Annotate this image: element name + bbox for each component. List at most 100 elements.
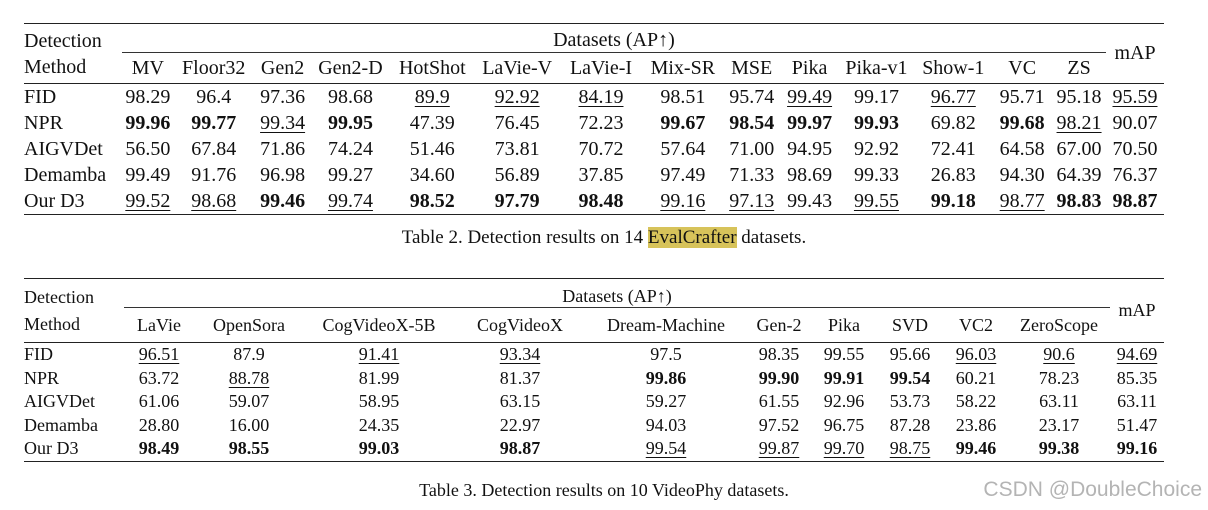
method-cell: FID	[24, 83, 122, 110]
value-cell: 94.69	[1110, 342, 1164, 367]
value-cell: 98.51	[642, 83, 723, 110]
value-cell: 72.41	[914, 136, 992, 162]
value-text: 63.15	[499, 391, 541, 412]
value-text: 67.84	[191, 137, 237, 160]
table-row: NPR 63.72 88.78 81.99 81.37 99.86 99.90 99.91 99…	[24, 367, 1164, 391]
value-text: 98.49	[138, 438, 180, 459]
column-header: Pika	[812, 307, 876, 343]
value-cell: 98.29	[121, 83, 174, 110]
value-cell: 98.48	[559, 188, 643, 215]
value-cell: 99.93	[839, 110, 915, 136]
value-cell: 67.84	[174, 136, 254, 162]
value-text: 98.68	[191, 189, 237, 212]
value-text: 34.60	[409, 163, 455, 186]
value-cell: 99.34	[254, 110, 312, 136]
value-text: 99.38	[1038, 438, 1080, 459]
value-cell: 37.85	[559, 162, 643, 188]
value-cell: 98.75	[876, 437, 944, 462]
caption-text: Table 2. Detection results on 14	[401, 227, 648, 248]
value-cell: 95.66	[876, 342, 944, 367]
value-text: 93.34	[499, 344, 541, 365]
column-header: LaVie-V	[475, 52, 560, 84]
value-text: 63.72	[138, 367, 180, 388]
value-text: 90.6	[1043, 344, 1075, 365]
value-cell: 98.87	[1106, 188, 1164, 215]
value-text: 56.89	[494, 163, 540, 186]
value-text: 99.77	[191, 111, 237, 134]
value-cell: 98.68	[173, 188, 254, 215]
value-text: 92.92	[494, 85, 540, 108]
value-text: 87.9	[233, 344, 265, 365]
column-header: LaVie	[124, 307, 194, 343]
table-row: Demamba 99.49 91.76 96.98 99.27 34.60 56.89 37.…	[24, 162, 1164, 188]
value-cell: 71.86	[254, 136, 312, 162]
value-cell: 98.83	[1052, 188, 1106, 215]
value-cell: 99.16	[642, 188, 723, 215]
value-text: 98.83	[1056, 189, 1102, 212]
value-cell: 94.03	[586, 414, 746, 438]
datasets-group-header: Datasets (AP↑)	[124, 278, 1110, 308]
value-cell: 97.49	[643, 162, 723, 188]
value-text: 99.17	[853, 85, 899, 108]
value-cell: 95.18	[1052, 83, 1106, 110]
method-header: Method	[24, 314, 80, 335]
value-cell: 97.52	[746, 414, 812, 438]
watermark: CSDN @DoubleChoice	[983, 478, 1202, 501]
value-cell: 64.39	[1052, 162, 1106, 188]
value-text: 97.13	[729, 189, 775, 212]
value-cell: 58.95	[304, 390, 454, 414]
value-cell: 99.43	[780, 188, 839, 215]
value-cell: 90.07	[1106, 110, 1164, 136]
method-cell: Demamba	[24, 163, 107, 186]
value-cell: 99.03	[304, 437, 454, 462]
column-header: Pika	[780, 52, 839, 84]
column-header: Dream-Machine	[586, 307, 746, 343]
value-text: 61.55	[758, 391, 800, 412]
column-header: LaVie-I	[559, 52, 643, 84]
value-text: 90.07	[1112, 111, 1158, 134]
value-cell: 73.81	[475, 136, 559, 162]
value-text: 95.18	[1056, 85, 1102, 108]
value-text: 85.35	[1116, 367, 1158, 388]
column-header: CogVideoX	[454, 307, 586, 343]
value-text: 81.37	[499, 367, 541, 388]
value-cell: 97.13	[722, 188, 781, 215]
value-cell: 99.68	[992, 110, 1052, 136]
value-cell: 84.19	[559, 83, 643, 110]
value-cell: 56.50	[122, 136, 174, 162]
value-cell: 96.75	[812, 414, 876, 438]
value-cell: 96.51	[124, 342, 194, 367]
value-text: 59.27	[645, 391, 687, 412]
value-text: 99.55	[823, 344, 865, 365]
value-cell: 99.96	[122, 110, 174, 136]
value-text: 94.03	[645, 414, 687, 435]
value-cell: 98.49	[124, 437, 194, 462]
value-text: 95.59	[1112, 85, 1158, 108]
value-text: 98.35	[758, 344, 800, 365]
table-row: FID 96.51 87.9 91.41 93.34 97.5 98.35 99.55 95.6…	[24, 342, 1164, 367]
value-cell: 99.27	[312, 162, 390, 188]
value-cell: 92.92	[839, 136, 915, 162]
value-cell: 98.55	[194, 437, 304, 462]
value-cell: 28.80	[124, 414, 194, 438]
column-header: Mix-SR	[642, 52, 723, 84]
value-text: 99.16	[1116, 438, 1158, 459]
value-text: 99.18	[930, 189, 976, 212]
value-text: 96.75	[823, 414, 865, 435]
value-text: 96.4	[196, 85, 232, 108]
value-cell: 61.06	[124, 390, 194, 414]
value-text: 97.79	[494, 189, 540, 212]
value-text: 51.47	[1116, 414, 1158, 435]
value-cell: 93.34	[454, 342, 586, 367]
value-cell: 99.55	[812, 342, 876, 367]
value-text: 58.22	[955, 391, 997, 412]
value-cell: 97.36	[253, 83, 312, 110]
value-text: 99.34	[260, 111, 306, 134]
value-text: 73.81	[494, 137, 540, 160]
value-cell: 99.16	[1110, 437, 1164, 462]
value-cell: 60.21	[944, 367, 1008, 391]
map-header: mAP	[1106, 23, 1164, 84]
value-cell: 95.71	[992, 83, 1053, 110]
value-cell: 99.95	[312, 110, 390, 136]
value-text: 84.19	[578, 85, 624, 108]
